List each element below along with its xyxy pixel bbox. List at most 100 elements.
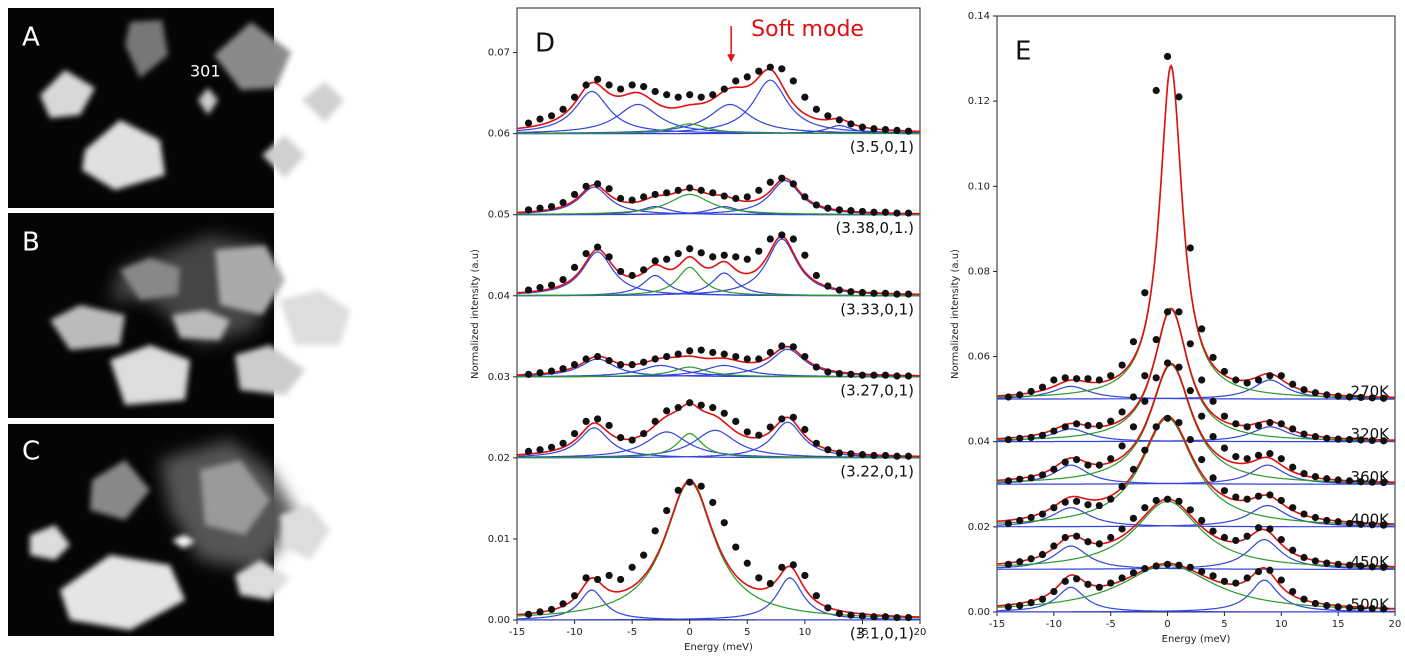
data-point — [1061, 374, 1069, 382]
x-tick-label: 10 — [1275, 619, 1288, 630]
series-label: (3.27,0,1) — [840, 381, 914, 399]
data-point — [1323, 391, 1331, 399]
data-point — [651, 417, 659, 426]
data-point — [1266, 566, 1274, 574]
data-point — [801, 571, 809, 580]
data-point — [1050, 542, 1058, 550]
data-point — [651, 527, 659, 535]
data-point — [824, 204, 832, 212]
data-point — [1311, 433, 1319, 441]
data-point — [617, 361, 625, 369]
data-point — [893, 452, 901, 460]
data-point — [893, 126, 901, 134]
data-point — [881, 208, 890, 216]
data-point — [1141, 446, 1149, 454]
data-point — [1084, 375, 1092, 383]
data-point — [1266, 525, 1274, 533]
data-point — [1209, 474, 1217, 482]
data-point — [1073, 420, 1081, 428]
data-point — [801, 251, 809, 259]
data-point — [1266, 372, 1274, 380]
data-point — [1266, 491, 1274, 499]
data-point — [594, 352, 602, 361]
data-point — [1368, 604, 1376, 613]
data-point — [709, 348, 717, 357]
data-point — [1073, 575, 1081, 583]
data-point — [870, 613, 878, 621]
x-tick-label: 0 — [1164, 619, 1170, 630]
series-label: 400K — [1351, 510, 1391, 528]
data-point — [743, 193, 751, 201]
data-point — [1266, 450, 1274, 458]
data-point — [1345, 604, 1354, 612]
data-point — [1186, 563, 1194, 571]
data-point — [605, 571, 613, 580]
data-point — [1129, 423, 1138, 431]
data-point — [1016, 516, 1024, 525]
component-curve — [517, 123, 920, 135]
data-point — [524, 610, 533, 618]
data-point — [1095, 583, 1103, 591]
annotation: 301 — [190, 62, 221, 81]
data-point — [1152, 86, 1160, 95]
data-point — [1073, 375, 1081, 383]
data-point — [1357, 520, 1365, 528]
data-point — [1061, 577, 1069, 585]
data-point — [1073, 532, 1081, 540]
data-point — [1073, 497, 1081, 505]
data-point — [835, 206, 844, 214]
data-point — [720, 85, 728, 93]
data-point — [559, 198, 567, 207]
data-point — [789, 180, 797, 188]
data-point — [812, 271, 820, 280]
data-point — [789, 561, 797, 569]
data-point — [1027, 433, 1035, 442]
data-point — [778, 65, 786, 73]
data-point — [1254, 376, 1263, 384]
data-point — [1198, 516, 1206, 525]
data-point — [651, 87, 659, 96]
component-curve — [516, 266, 920, 297]
data-point — [570, 190, 579, 199]
data-point — [812, 105, 820, 113]
data-point — [674, 186, 682, 194]
chart: -15 -10 -5 0 5 10 15 20 0.00 0.01 0.02 0.03 0.04 0.05… — [470, 7, 926, 653]
data-point — [847, 611, 855, 619]
data-point — [1004, 519, 1012, 528]
data-point — [1300, 510, 1308, 518]
data-point — [1232, 420, 1240, 428]
data-point — [1027, 555, 1035, 563]
data-point — [870, 208, 878, 216]
data-point — [570, 93, 579, 101]
data-point — [536, 204, 544, 212]
data-point — [1118, 408, 1126, 416]
data-point — [651, 257, 659, 265]
data-point — [755, 67, 763, 75]
data-point — [1368, 436, 1376, 445]
data-point — [835, 286, 844, 294]
x-tick-label: -10 — [566, 627, 582, 638]
data-point — [709, 189, 717, 197]
data-point — [1175, 363, 1183, 371]
data-point — [536, 369, 544, 377]
data-point — [663, 189, 671, 197]
data-point — [1129, 514, 1138, 522]
data-point — [1027, 387, 1035, 396]
data-point — [594, 180, 602, 188]
data-point — [524, 370, 533, 378]
data-point — [594, 415, 602, 423]
panel-label: B — [22, 228, 40, 258]
data-point — [628, 361, 636, 369]
data-point — [559, 105, 567, 113]
image-c: C — [8, 424, 330, 636]
data-point — [594, 243, 602, 251]
data-point — [663, 407, 671, 415]
fit-curve — [516, 68, 921, 133]
y-tick-label: 0.00 — [968, 607, 990, 618]
series-label: (3.5,0,1) — [850, 138, 914, 156]
data-point — [1277, 455, 1285, 463]
data-point — [570, 361, 579, 369]
data-point — [812, 592, 820, 600]
y-tick-label: 0.12 — [968, 96, 990, 107]
data-point — [835, 116, 844, 124]
